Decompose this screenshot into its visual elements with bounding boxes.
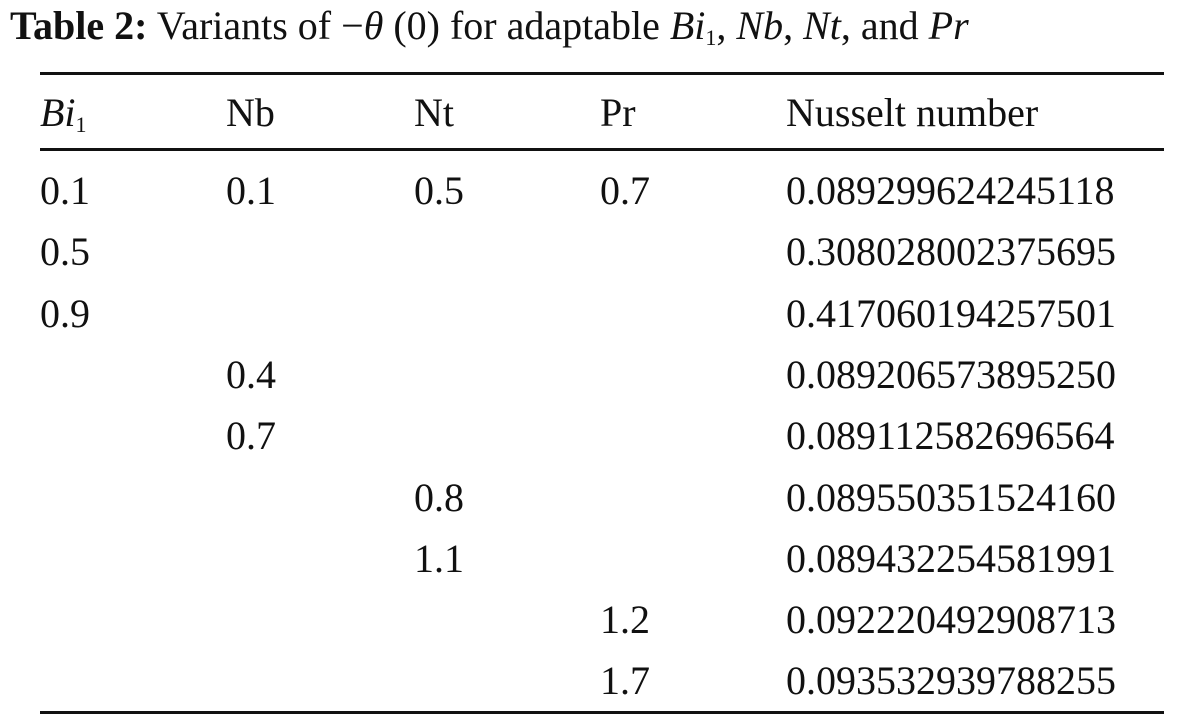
caption-nb: Nb	[736, 3, 784, 48]
table-bottom-rule	[40, 711, 1164, 714]
caption-bi-subscript: 1	[705, 25, 717, 50]
table-cell-pr: 1.2	[600, 597, 650, 643]
caption-theta: θ	[363, 3, 384, 48]
header-bi-symbol: Bi	[40, 90, 76, 135]
table-caption: Table 2: Variants of −θ (0) for adaptabl…	[10, 2, 969, 50]
table-cell-nusselt: 0.093532939788255	[786, 658, 1116, 704]
caption-comma-2: ,	[783, 3, 804, 48]
table-cell-nusselt: 0.089206573895250	[786, 351, 1116, 397]
caption-label: Table 2:	[10, 3, 148, 48]
caption-nt: Nt	[803, 3, 841, 48]
table-cell-nusselt: 0.417060194257501	[786, 290, 1116, 336]
table-cell-nusselt: 0.089112582696564	[786, 413, 1115, 459]
table-cell-nusselt: 0.089550351524160	[786, 474, 1116, 520]
header-nt: Nt	[414, 90, 454, 135]
header-nusselt-number: Nusselt number	[786, 90, 1039, 135]
header-bi: Bi1	[40, 89, 87, 137]
table-cell-bi: 0.5	[40, 229, 90, 275]
table-header-rule	[40, 148, 1164, 151]
caption-bi: Bi	[669, 3, 706, 48]
table-cell-bi: 0.9	[40, 290, 90, 336]
table-cell-nusselt: 0.308028002375695	[786, 229, 1116, 275]
caption-pr: Pr	[928, 3, 969, 48]
table-top-rule	[40, 72, 1164, 75]
caption-text-2: (0) for adaptable	[383, 3, 670, 48]
table-cell-nusselt: 0.089299624245118	[786, 168, 1115, 213]
table-cell-nt: 1.1	[414, 535, 464, 581]
caption-text: Variants of −	[156, 3, 364, 48]
caption-comma-1: ,	[716, 3, 737, 48]
table-cell-nt: 0.5	[414, 168, 464, 213]
table-cell-nusselt: 0.089432254581991	[786, 535, 1116, 581]
table-cell-nb: 0.4	[226, 351, 276, 397]
table-cell-pr: 1.7	[600, 658, 650, 704]
table-cell-nb: 0.1	[226, 168, 276, 213]
header-nb: Nb	[226, 90, 275, 135]
table-cell-nusselt: 0.092220492908713	[786, 597, 1116, 643]
table-cell-pr: 0.7	[600, 168, 650, 213]
table-cell-bi: 0.1	[40, 168, 90, 213]
table-cell-nb: 0.7	[226, 413, 276, 459]
header-bi-subscript: 1	[75, 112, 87, 137]
caption-text-3: , and	[840, 3, 929, 48]
table-cell-nt: 0.8	[414, 474, 464, 520]
header-pr: Pr	[600, 90, 636, 135]
